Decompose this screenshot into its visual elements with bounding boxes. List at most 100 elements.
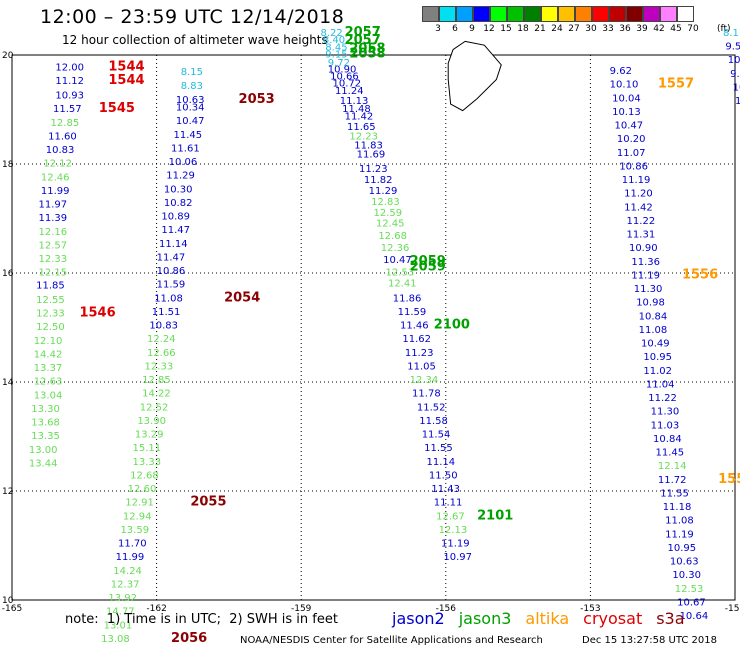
wave-height-value: 10.90 bbox=[328, 64, 357, 75]
wave-height-value: 9.4 bbox=[730, 69, 740, 80]
pass-time-label: 1545 bbox=[99, 101, 135, 116]
wave-height-value: 11.36 bbox=[631, 257, 660, 268]
wave-height-value: 11.52 bbox=[417, 402, 446, 413]
wave-height-value: 10.13 bbox=[612, 107, 641, 118]
wave-height-value: 10.82 bbox=[164, 198, 193, 209]
wave-height-value: 12.33 bbox=[36, 309, 65, 320]
pass-time-label: 2055 bbox=[190, 495, 226, 510]
legend-label: 70 bbox=[687, 24, 699, 34]
wave-height-value: 10.93 bbox=[55, 91, 84, 102]
wave-height-value: 11.45 bbox=[173, 130, 202, 141]
wave-height-value: 11.08 bbox=[665, 516, 694, 527]
footer-date: Dec 15 13:27:58 UTC 2018 bbox=[582, 635, 717, 646]
legend-label: 12 bbox=[483, 24, 495, 34]
lon-tick-label: -159 bbox=[291, 604, 312, 614]
wave-height-value: 8.45 bbox=[325, 43, 347, 54]
wave-height-value: 12.91 bbox=[125, 498, 154, 509]
wave-height-value: 12.83 bbox=[371, 197, 400, 208]
lat-tick-label: 14 bbox=[2, 378, 14, 388]
legend-label: 3 bbox=[435, 24, 441, 34]
wave-height-value: 13.37 bbox=[34, 363, 63, 374]
wave-height-value: 11.04 bbox=[646, 379, 675, 390]
wave-height-value: 11.72 bbox=[658, 475, 687, 486]
wave-height-value: 11.30 bbox=[634, 284, 663, 295]
wave-height-value: 12.33 bbox=[145, 361, 174, 372]
wave-height-value: 9.15 bbox=[325, 50, 347, 61]
footnote: note: 1) Time is in UTC; 2) SWH is in fe… bbox=[65, 612, 338, 627]
wave-height-value: 11.20 bbox=[624, 189, 653, 200]
wave-height-value: 12.85 bbox=[51, 118, 80, 129]
wave-height-value: 12.34 bbox=[410, 375, 439, 386]
wave-height-value: 12.68 bbox=[378, 231, 407, 242]
legend-label: 39 bbox=[636, 24, 648, 34]
wave-height-value: 12.59 bbox=[374, 208, 403, 219]
wave-height-value: 12.52 bbox=[140, 402, 169, 413]
pass-time-label: 1544 bbox=[108, 59, 144, 74]
legend-swatch bbox=[643, 6, 660, 22]
wave-height-value: 10.12 bbox=[728, 55, 740, 66]
pass-time-label: 2058 bbox=[349, 47, 385, 62]
satellite-legend-altika: altika bbox=[525, 609, 570, 628]
wave-height-value: 10.97 bbox=[443, 552, 472, 563]
wave-height-value: 13.59 bbox=[120, 525, 149, 536]
wave-height-value: 14.42 bbox=[34, 349, 63, 360]
lat-tick-label: 12 bbox=[2, 487, 13, 497]
legend-label: 33 bbox=[602, 24, 614, 34]
wave-height-value: 11.42 bbox=[624, 202, 653, 213]
wave-height-value: 10.83 bbox=[46, 145, 75, 156]
wave-height-value: 10.66 bbox=[330, 72, 359, 83]
wave-height-value: 10.06 bbox=[169, 157, 198, 168]
wave-height-value: 10.83 bbox=[149, 321, 178, 332]
pass-time-label: 1556 bbox=[682, 267, 718, 282]
wave-height-value: 10.64 bbox=[680, 611, 709, 622]
wave-height-value: 12.50 bbox=[36, 322, 65, 333]
satellite-legend-s3a: s3a bbox=[656, 609, 685, 628]
lat-tick-label: 10 bbox=[2, 596, 14, 606]
pass-time-label: 1546 bbox=[79, 306, 115, 321]
wave-height-value: 14.77 bbox=[106, 607, 135, 618]
wave-height-value: 12.14 bbox=[658, 461, 687, 472]
wave-height-value: 8.11 bbox=[723, 28, 740, 39]
wave-height-value: 12.33 bbox=[39, 254, 68, 265]
wave-height-value: 15.11 bbox=[133, 443, 162, 454]
wave-height-value: 11.60 bbox=[48, 131, 77, 142]
wave-height-value: 11.05 bbox=[407, 361, 436, 372]
legend-label: 36 bbox=[619, 24, 631, 34]
legend-swatch bbox=[439, 6, 456, 22]
legend-swatch bbox=[626, 6, 643, 22]
wave-height-value: 10.47 bbox=[383, 255, 412, 266]
wave-height-value: 10.67 bbox=[677, 597, 706, 608]
footer-org: NOAA/NESDIS Center for Satellite Applica… bbox=[240, 635, 543, 646]
wave-height-value: 12.37 bbox=[111, 579, 140, 590]
wave-height-value: 11.69 bbox=[357, 149, 386, 160]
wave-height-value: 10.90 bbox=[629, 243, 658, 254]
wave-height-value: 13.08 bbox=[101, 634, 130, 645]
wave-height-value: 11.12 bbox=[55, 76, 84, 87]
wave-height-value: 11.31 bbox=[627, 230, 656, 241]
legend-swatch bbox=[456, 6, 473, 22]
wave-height-value: 11.70 bbox=[118, 539, 147, 550]
wave-height-value: 10.49 bbox=[641, 339, 670, 350]
wave-height-value: 13.30 bbox=[31, 404, 60, 415]
wave-height-value: 13.68 bbox=[31, 418, 60, 429]
wave-height-value: 10.84 bbox=[653, 434, 682, 445]
wave-height-value: 11.03 bbox=[651, 420, 680, 431]
legend-swatch bbox=[558, 6, 575, 22]
wave-height-value: 11.47 bbox=[161, 225, 190, 236]
pass-time-label: 1557 bbox=[658, 77, 694, 92]
wave-height-value: 12.15 bbox=[39, 268, 68, 279]
wave-height-value: 11.55 bbox=[660, 488, 689, 499]
wave-height-value: 10.95 bbox=[643, 352, 672, 363]
wave-height-value: 12.68 bbox=[130, 470, 159, 481]
lon-tick-label: -165 bbox=[2, 604, 22, 614]
wave-height-value: 10.47 bbox=[176, 116, 205, 127]
legend-label: 15 bbox=[500, 24, 512, 34]
wave-height-value: 11.42 bbox=[345, 111, 374, 122]
wave-height-value: 8.40 bbox=[323, 35, 345, 46]
satellite-legend-jason3: jason3 bbox=[458, 609, 512, 628]
wave-height-value: 10.47 bbox=[615, 121, 644, 132]
lon-tick-label: -150 bbox=[725, 604, 740, 614]
wave-height-value: 9.53 bbox=[725, 42, 740, 53]
wave-height-value: 13.44 bbox=[29, 458, 58, 469]
wave-height-value: 11.08 bbox=[639, 325, 668, 336]
